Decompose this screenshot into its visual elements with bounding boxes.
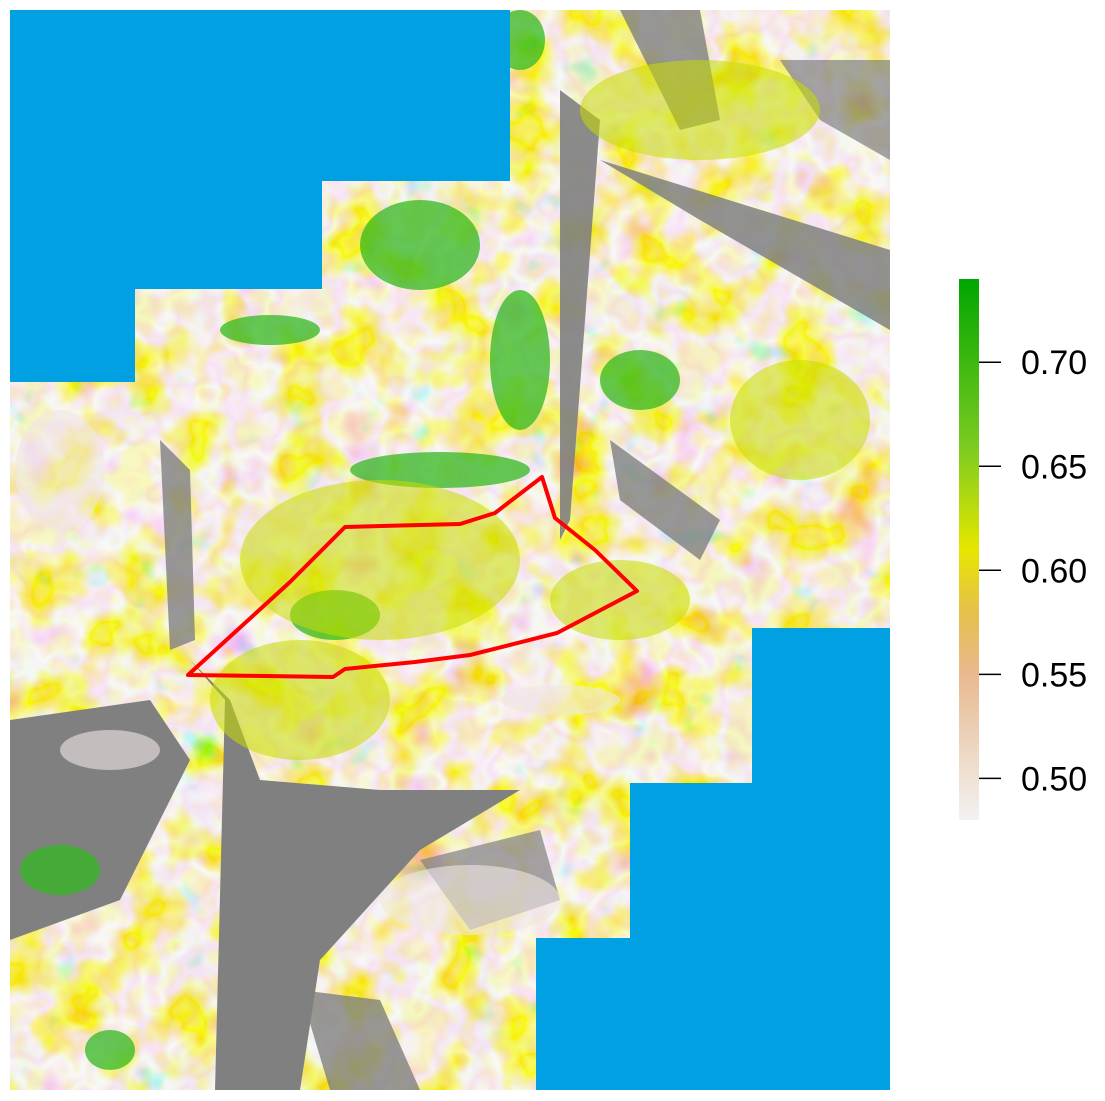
- water-area-bottom-right: [536, 628, 890, 1090]
- water-area-top-left: [10, 10, 510, 382]
- legend-ticks: 0.70 0.65 0.60 0.55 0.50: [979, 344, 1087, 798]
- legend-colorbar: [959, 279, 979, 820]
- water-areas: [10, 10, 890, 1090]
- low-index-areas: [15, 410, 620, 935]
- legend: 0.70 0.65 0.60 0.55 0.50: [959, 279, 1087, 820]
- legend-tick-label: 0.55: [1021, 656, 1087, 694]
- legend-tick-label: 0.70: [1021, 344, 1087, 382]
- mid-index-areas: [210, 60, 870, 760]
- legend-tick-label: 0.65: [1021, 448, 1087, 486]
- legend-tick-label: 0.60: [1021, 552, 1087, 590]
- study-area-boundary: [186, 475, 639, 679]
- legend-tick-label: 0.50: [1021, 760, 1087, 798]
